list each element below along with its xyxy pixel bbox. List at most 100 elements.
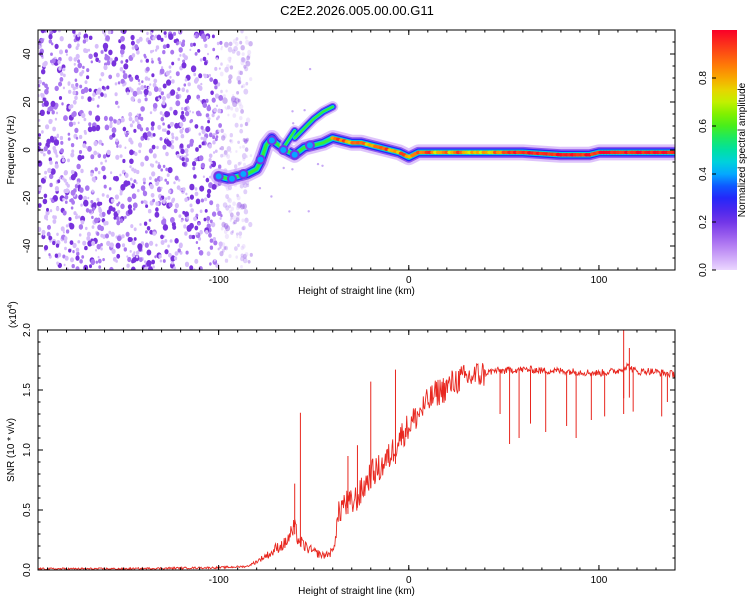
noise-speckle	[103, 93, 108, 98]
noise-speckle	[116, 216, 120, 221]
noise-speckle	[62, 67, 66, 72]
noise-speckle	[112, 256, 117, 262]
noise-speckle	[87, 196, 90, 200]
noise-speckle	[51, 42, 54, 46]
noise-speckle	[239, 70, 243, 76]
noise-speckle	[247, 49, 252, 55]
noise-speckle	[133, 207, 136, 211]
x-tick-label: -100	[209, 275, 229, 286]
noise-speckle	[144, 76, 149, 81]
colorbar-tick-label: 0.4	[698, 167, 709, 181]
noise-speckle	[93, 179, 96, 183]
noise-speckle	[199, 58, 203, 62]
noise-speckle	[70, 206, 74, 210]
noise-speckle	[72, 121, 76, 126]
noise-speckle	[237, 202, 242, 208]
noise-speckle	[164, 34, 168, 38]
noise-speckle	[219, 147, 222, 150]
noise-speckle	[200, 136, 204, 140]
noise-speckle	[98, 208, 103, 214]
noise-speckle	[93, 150, 98, 156]
noise-speckle	[204, 43, 208, 49]
noise-speckle	[190, 208, 194, 213]
noise-speckle	[154, 48, 158, 52]
noise-speckle	[239, 161, 242, 165]
noise-speckle	[116, 144, 119, 148]
noise-speckle	[120, 117, 125, 123]
noise-speckle	[50, 59, 53, 64]
noise-speckle	[43, 146, 48, 152]
noise-speckle	[122, 126, 127, 132]
noise-speckle	[60, 226, 65, 232]
noise-speckle	[88, 122, 92, 127]
noise-speckle	[123, 247, 128, 252]
noise-speckle	[40, 177, 46, 184]
noise-speckle	[61, 102, 64, 106]
noise-speckle	[245, 39, 250, 45]
noise-speckle	[229, 139, 232, 143]
noise-speckle	[171, 198, 175, 203]
noise-speckle	[242, 225, 246, 231]
noise-speckle	[77, 215, 81, 219]
noise-speckle	[138, 113, 142, 117]
noise-speckle	[127, 208, 133, 215]
snr-plot-area	[38, 330, 675, 570]
noise-speckle	[131, 193, 137, 200]
noise-speckle	[198, 250, 204, 256]
noise-speckle	[96, 243, 101, 250]
noise-speckle	[146, 249, 152, 256]
y-tick-label: 20	[22, 96, 33, 108]
noise-speckle	[242, 145, 245, 149]
noise-speckle	[291, 168, 294, 171]
noise-speckle	[166, 93, 171, 99]
noise-speckle	[60, 148, 64, 154]
noise-speckle	[211, 183, 217, 190]
noise-speckle	[153, 78, 158, 84]
noise-speckle	[237, 79, 242, 85]
noise-speckle	[103, 184, 107, 189]
noise-speckle	[228, 209, 232, 214]
x-tick-label: 100	[591, 575, 608, 586]
noise-speckle	[159, 68, 165, 75]
noise-speckle	[98, 139, 103, 145]
noise-speckle	[178, 214, 182, 218]
noise-speckle	[126, 91, 130, 96]
noise-speckle	[159, 176, 163, 181]
noise-speckle	[156, 34, 162, 41]
noise-speckle	[167, 244, 170, 248]
noise-speckle	[95, 115, 101, 122]
noise-speckle	[162, 164, 166, 168]
noise-speckle	[58, 66, 62, 71]
noise-speckle	[170, 145, 175, 150]
noise-speckle	[130, 177, 133, 181]
noise-speckle	[240, 45, 245, 51]
noise-speckle	[171, 132, 174, 137]
noise-speckle	[226, 154, 231, 159]
noise-speckle	[238, 101, 242, 106]
noise-speckle	[90, 154, 95, 160]
noise-speckle	[78, 224, 84, 230]
noise-speckle	[75, 136, 79, 140]
noise-speckle	[219, 40, 223, 45]
noise-speckle	[69, 223, 75, 230]
noise-speckle	[97, 95, 101, 99]
noise-speckle	[62, 254, 66, 259]
noise-speckle	[162, 259, 166, 263]
noise-speckle	[241, 153, 247, 159]
noise-speckle	[51, 110, 55, 115]
noise-speckle	[184, 127, 190, 134]
noise-speckle	[127, 196, 132, 203]
noise-speckle	[138, 82, 141, 86]
noise-speckle	[138, 116, 141, 120]
noise-speckle	[48, 118, 53, 125]
noise-speckle	[222, 153, 225, 157]
noise-speckle	[87, 48, 91, 52]
noise-speckle	[86, 231, 91, 237]
noise-speckle	[288, 210, 291, 213]
noise-speckle	[147, 209, 152, 214]
noise-speckle	[201, 141, 205, 146]
noise-speckle	[236, 75, 241, 82]
noise-speckle	[44, 176, 47, 180]
noise-speckle	[228, 204, 232, 208]
noise-speckle	[48, 253, 51, 257]
